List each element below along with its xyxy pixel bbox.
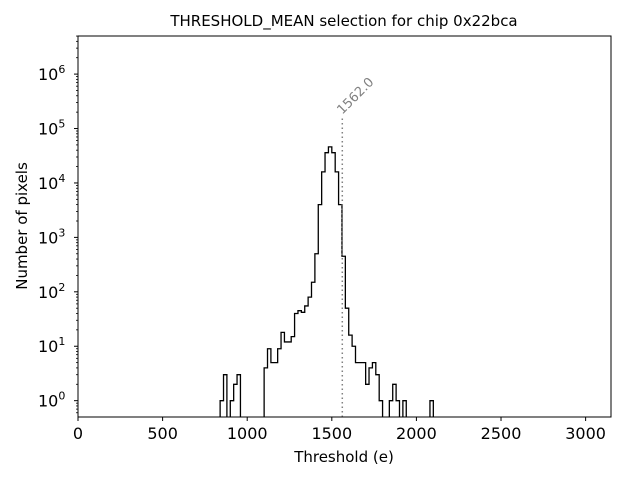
y-tick-label: 101 bbox=[38, 335, 65, 356]
histogram-step-segment bbox=[219, 374, 228, 417]
histogram-step-segment bbox=[429, 400, 434, 417]
x-tick-label: 0 bbox=[73, 424, 83, 443]
x-tick-label: 2500 bbox=[481, 424, 522, 443]
histogram-step-segment bbox=[263, 146, 384, 417]
y-tick-label: 102 bbox=[38, 281, 65, 302]
x-tick-label: 3000 bbox=[565, 424, 606, 443]
chart-title: THRESHOLD_MEAN selection for chip 0x22bc… bbox=[169, 12, 517, 31]
x-axis-label: Threshold (e) bbox=[293, 448, 394, 466]
y-tick-label: 105 bbox=[38, 118, 65, 139]
threshold-marker-label: 1562.0 bbox=[335, 75, 378, 118]
x-tick-label: 500 bbox=[147, 424, 178, 443]
histogram-step-segment bbox=[229, 374, 242, 417]
y-tick-label: 106 bbox=[38, 63, 65, 84]
x-tick-label: 1500 bbox=[311, 424, 352, 443]
x-tick-label: 2000 bbox=[396, 424, 437, 443]
histogram-step-segment bbox=[388, 383, 401, 417]
histogram-step-segment bbox=[402, 400, 407, 417]
y-axis-label: Number of pixels bbox=[13, 162, 31, 290]
y-tick-label: 104 bbox=[38, 172, 65, 193]
y-tick-label: 103 bbox=[38, 226, 65, 247]
x-tick-label: 1000 bbox=[227, 424, 268, 443]
plot-frame bbox=[77, 35, 612, 418]
y-tick-label: 100 bbox=[38, 390, 65, 411]
plot-area: 1562.0 0 500 1000 1500 2000 2500 3000 100 101 102 1… bbox=[38, 35, 612, 443]
